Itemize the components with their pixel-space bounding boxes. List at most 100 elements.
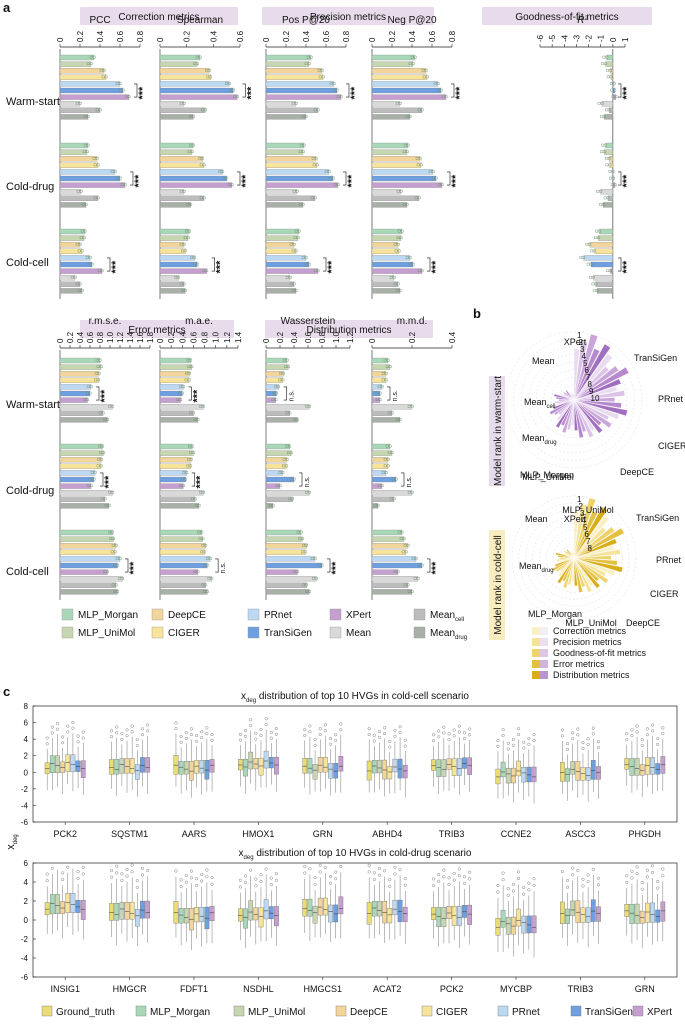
data-point — [298, 150, 302, 154]
x-tick-label: 0.8 — [448, 30, 457, 42]
data-point — [179, 484, 182, 488]
bar — [265, 175, 334, 182]
x-tick-label: 0.2 — [66, 331, 75, 343]
data-point — [606, 75, 610, 79]
rank-wedge — [573, 557, 583, 593]
outlier — [200, 872, 204, 876]
outlier — [259, 728, 263, 732]
box — [645, 902, 650, 923]
bar — [265, 107, 319, 113]
x-tick-label: 0.8 — [342, 30, 351, 42]
box — [114, 903, 120, 921]
outlier — [532, 883, 536, 887]
outlier — [625, 880, 629, 884]
box — [516, 908, 521, 927]
data-point — [408, 115, 412, 118]
data-point — [292, 189, 296, 193]
box — [451, 906, 457, 926]
bar — [265, 457, 288, 463]
box — [302, 899, 308, 917]
data-point — [373, 504, 377, 507]
outlier — [274, 878, 278, 882]
outlier — [576, 733, 580, 737]
data-point — [304, 256, 308, 259]
bar — [371, 562, 423, 569]
outlier — [120, 737, 124, 741]
data-point — [203, 563, 206, 567]
outlier — [140, 866, 144, 870]
bar — [159, 275, 179, 281]
bar — [59, 490, 113, 496]
radial-axis-label: Mean — [532, 356, 555, 366]
data-point — [201, 537, 205, 540]
data-point — [386, 464, 390, 468]
box — [60, 901, 65, 914]
rank-wedge — [573, 557, 618, 566]
data-point — [108, 405, 111, 408]
outlier — [661, 732, 665, 736]
radial-axis-label: CIGER — [658, 441, 685, 451]
data-point — [301, 550, 304, 554]
bar — [371, 114, 411, 120]
bar — [371, 242, 399, 248]
outlier — [388, 739, 392, 743]
data-point — [304, 62, 308, 65]
box — [65, 754, 71, 772]
data-point — [205, 557, 209, 560]
outlier — [184, 736, 188, 740]
significance-bracket — [237, 171, 241, 186]
box-title: xdeg distribution of top 10 HVGs in cold… — [239, 848, 472, 861]
outlier — [195, 877, 199, 881]
bar — [59, 582, 117, 588]
data-point — [588, 242, 592, 246]
data-point — [339, 95, 343, 98]
x-tick-label: 0.8 — [136, 30, 145, 42]
legend-swatch — [335, 1005, 347, 1017]
data-point — [110, 550, 114, 554]
bar — [265, 281, 295, 287]
bar — [371, 87, 442, 94]
outlier — [269, 730, 273, 734]
outlier — [135, 879, 139, 883]
outlier — [462, 731, 466, 735]
bar — [59, 228, 86, 235]
outlier — [339, 864, 343, 868]
rank-tick-label: 10 — [591, 394, 600, 403]
box — [371, 901, 377, 917]
box — [317, 757, 323, 773]
bar — [265, 549, 306, 555]
bar — [265, 228, 300, 235]
bar — [605, 61, 614, 67]
box — [402, 764, 408, 779]
data-point — [384, 378, 388, 382]
category-label: PCK2 — [440, 984, 464, 994]
outlier — [377, 735, 381, 739]
y-tick-label: 2 — [24, 752, 29, 761]
rank-ylabel: Model rank in warm-start — [493, 376, 504, 486]
box — [173, 901, 179, 924]
outlier — [339, 728, 343, 732]
data-point — [292, 477, 296, 481]
outlier — [146, 869, 150, 873]
x-tick-label: 0.6 — [322, 30, 331, 42]
bar — [265, 562, 323, 569]
outlier — [50, 731, 54, 735]
bar — [59, 268, 103, 274]
data-point — [332, 82, 336, 85]
bar — [59, 255, 91, 261]
data-point — [313, 108, 317, 112]
outlier — [625, 737, 629, 741]
data-point — [444, 95, 448, 98]
rank-wedge — [573, 340, 588, 401]
box — [650, 757, 655, 775]
bar — [59, 68, 105, 74]
outlier — [527, 742, 531, 746]
bar — [159, 410, 194, 416]
legend-label: Ground_truth — [56, 1007, 115, 1018]
outlier — [651, 723, 655, 727]
outlier — [249, 718, 253, 722]
bar — [59, 443, 103, 450]
data-point — [281, 471, 285, 474]
rank-wedge — [559, 557, 575, 560]
data-point — [89, 385, 93, 388]
